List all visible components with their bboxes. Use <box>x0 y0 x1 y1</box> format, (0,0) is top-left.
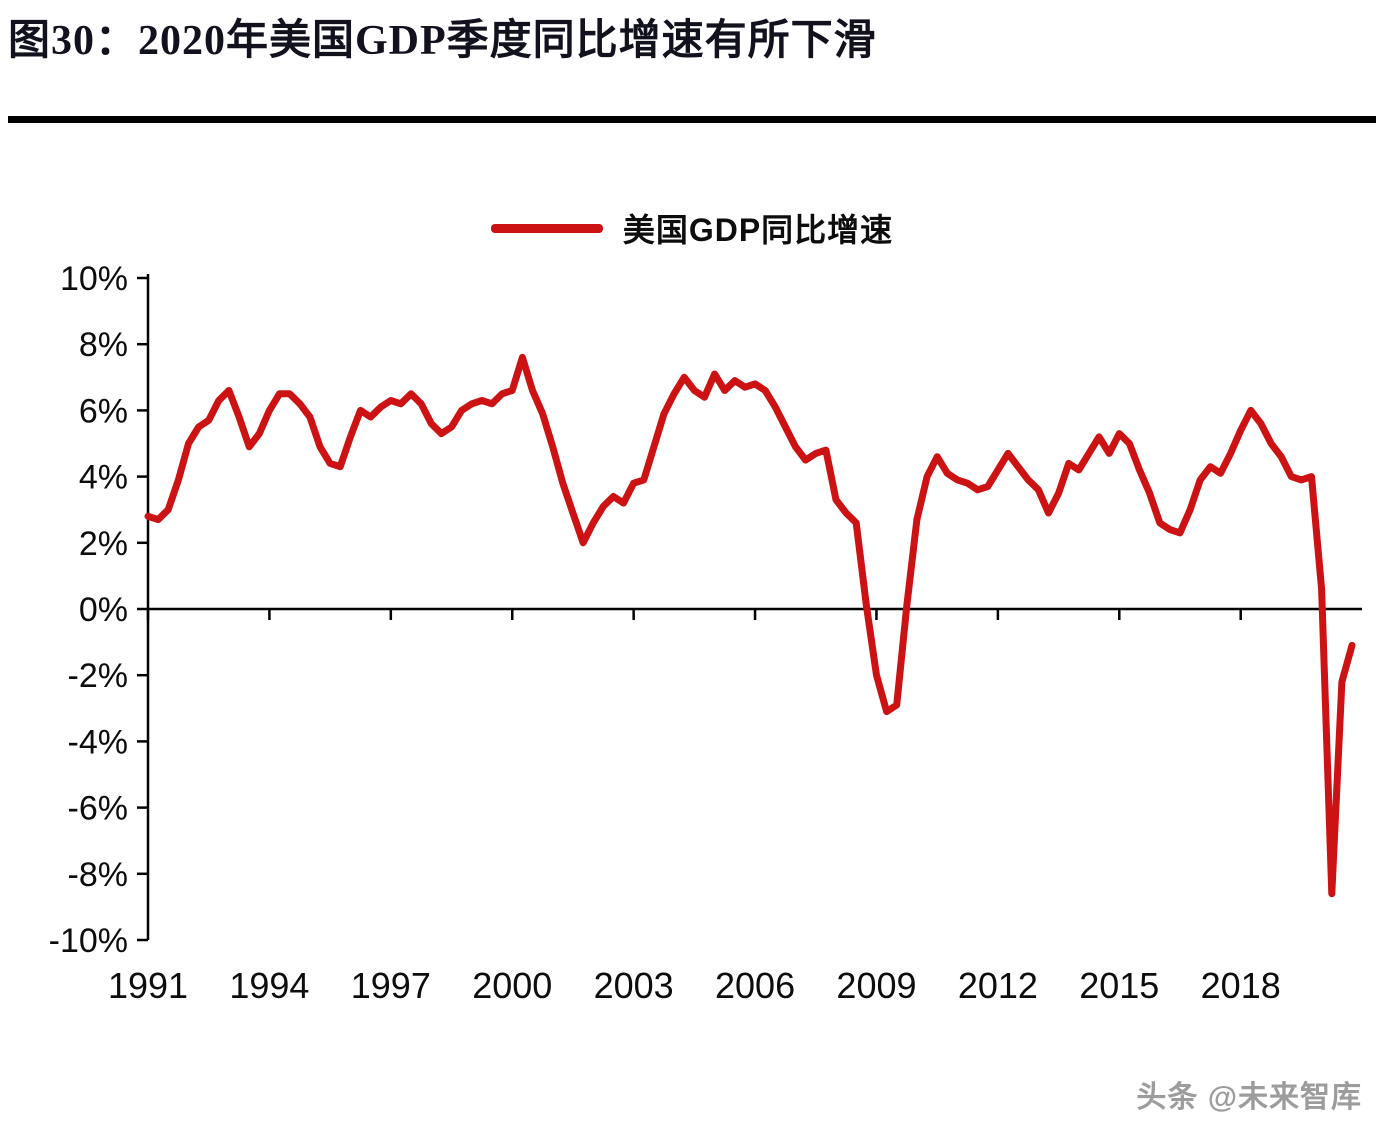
x-tick-label: 2018 <box>1201 965 1281 1006</box>
x-tick-label: 2006 <box>715 965 795 1006</box>
x-tick-label: 2000 <box>472 965 552 1006</box>
title-divider <box>8 116 1376 123</box>
y-tick-label: 0% <box>79 591 128 629</box>
y-tick-label: -2% <box>68 657 128 695</box>
figure-title: 图30：2020年美国GDP季度同比增速有所下滑 <box>8 18 877 64</box>
x-tick-label: 2009 <box>836 965 916 1006</box>
gdp-yoy-line-chart: 10% 8% 6% 4% 2% 0% -2% -4% -6% -8% -10% 1991 1994 199… <box>49 260 1362 1006</box>
y-tick-label: -8% <box>68 856 128 894</box>
x-tick-label: 2012 <box>958 965 1038 1006</box>
legend-label: 美国GDP同比增速 <box>622 212 894 248</box>
y-tick-label: 2% <box>79 525 128 563</box>
y-tick-label: -6% <box>68 790 128 828</box>
y-tick-label: -4% <box>68 723 128 761</box>
y-tick-label: 4% <box>79 459 128 497</box>
watermark-text: 头条 @未来智库 <box>1136 1081 1362 1114</box>
watermark: 头条 @未来智库 <box>1136 1072 1362 1116</box>
x-tick-label: 2003 <box>594 965 674 1006</box>
chart-legend: 美国GDP同比增速 <box>0 205 1384 251</box>
y-tick-label: 10% <box>60 260 128 298</box>
y-tick-label: -10% <box>49 922 128 960</box>
x-tick-label: 2015 <box>1079 965 1159 1006</box>
x-tick-label: 1994 <box>229 965 309 1006</box>
x-tick-label: 1997 <box>351 965 431 1006</box>
y-tick-label: 6% <box>79 392 128 430</box>
legend-line-swatch <box>490 223 603 233</box>
x-tick-label: 1991 <box>108 965 188 1006</box>
y-tick-label: 8% <box>79 326 128 364</box>
gdp-yoy-series-line <box>144 353 1356 898</box>
